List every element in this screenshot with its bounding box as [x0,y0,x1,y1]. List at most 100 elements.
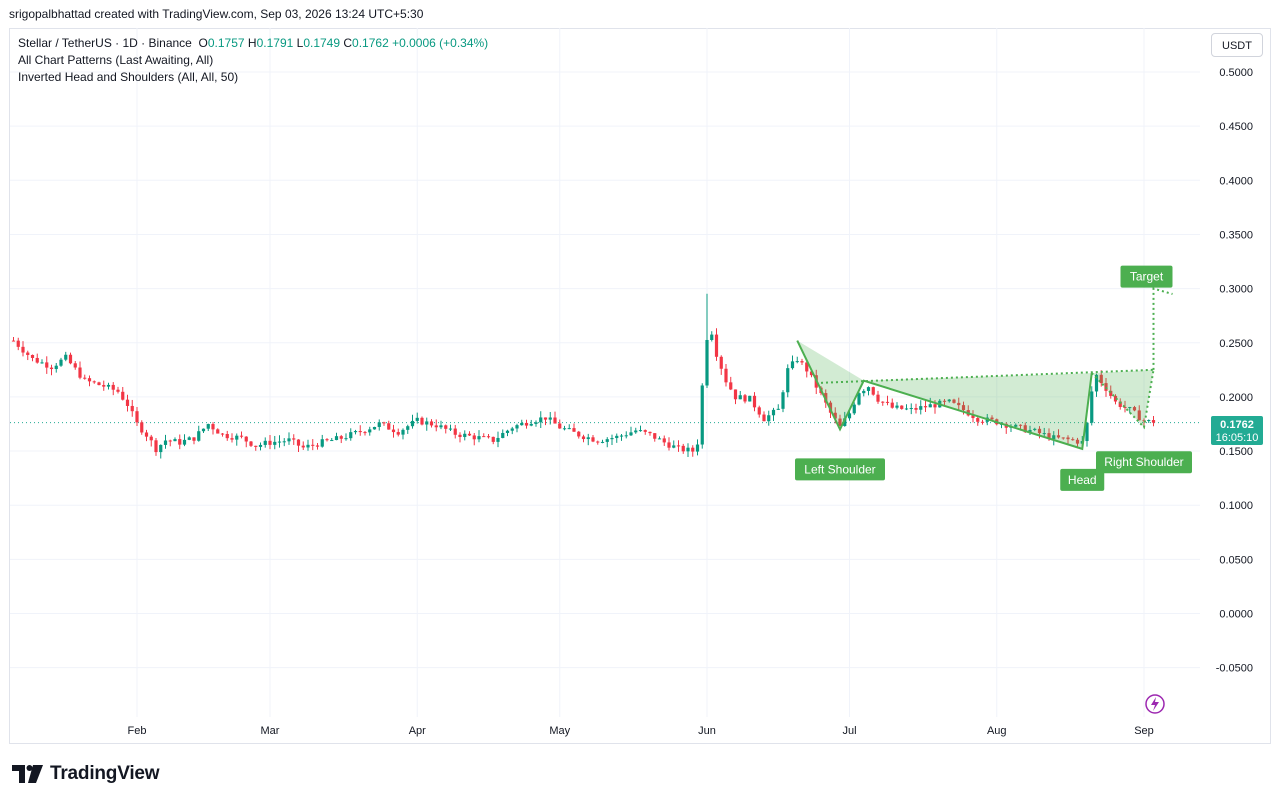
candle [710,331,714,342]
candle [629,426,633,437]
candle [847,410,852,421]
candle [87,375,92,387]
candle [719,355,723,375]
candle [448,424,453,432]
candle [382,421,386,426]
candle [97,381,101,386]
change-value: +0.0006 (+0.34%) [392,36,489,50]
candle [467,431,472,437]
candle [743,394,747,404]
candle [372,426,377,430]
current-price-tag: 0.1762 16:05:10 [1211,416,1263,445]
candle [78,361,82,380]
candle [800,358,804,366]
candle [681,443,685,454]
tradingview-logo[interactable]: TradingView [12,763,160,785]
price-tick-label: 0.4500 [1219,121,1253,133]
price-tick-label: 0.4000 [1219,175,1253,187]
candle [486,433,491,439]
pattern-label-target: Target [1120,265,1173,288]
candle [444,424,448,434]
candle [1052,431,1056,446]
candle [216,428,220,434]
svg-text:Head: Head [1068,473,1097,487]
candle [287,432,291,445]
time-axis: Feb Mar Apr May Jun Jul Aug Sep [128,725,1154,737]
candle [254,445,258,451]
candle [301,441,305,450]
candle [320,434,324,448]
candle [116,386,120,394]
candle [111,382,115,396]
candle [54,362,58,373]
candle [1056,429,1061,439]
low-label: L [296,36,304,50]
indicator-inverted-hs[interactable]: Inverted Head and Shoulders (All, All, 5… [18,70,239,84]
candle [192,437,196,445]
candle [396,428,400,437]
candle [634,427,638,434]
candle [781,390,785,413]
candle [904,404,909,411]
candle [334,432,339,441]
candle [11,336,16,342]
time-tick-label: Jul [842,725,856,737]
candle [187,436,191,441]
candle [410,414,415,429]
currency-button[interactable]: USDT [1211,33,1263,57]
neckline [820,368,1154,384]
candle [752,392,757,412]
candle [805,360,809,378]
candle [1132,405,1137,412]
candle [201,428,206,434]
indicator-chart-patterns[interactable]: All Chart Patterns (Last Awaiting, All) [18,53,214,67]
symbol-name[interactable]: Stellar / TetherUS · 1D · Binance [18,36,192,50]
candle [619,433,624,441]
high-label: H [247,36,257,50]
candle [919,400,923,415]
candle [391,424,396,438]
candle [26,350,30,361]
candle [225,430,229,441]
candle [714,328,719,361]
price-tick-label: -0.0500 [1216,663,1253,675]
candle [553,411,557,424]
candle [748,395,752,402]
chart-grid [10,28,1200,717]
candle [358,425,362,436]
candle [206,423,210,432]
candle [900,405,904,410]
candle [135,407,139,426]
time-tick-label: Aug [987,725,1007,737]
candle [871,386,875,396]
close-label: C [343,36,353,50]
candle [524,419,529,429]
candle [235,433,239,446]
ohlc-row: Stellar / TetherUS · 1D · Binance O0.175… [18,35,488,52]
inverted-head-shoulders-pattern [796,287,1173,451]
candle [695,439,700,456]
candle [311,439,315,451]
candle [401,428,405,440]
candle [482,433,486,438]
settings-icon[interactable] [1145,694,1165,714]
candle [220,432,225,437]
candle [733,389,738,405]
candle [268,434,272,450]
candle [539,411,543,428]
candle [676,440,681,452]
candle [534,420,538,427]
candle [838,414,842,427]
candle [239,431,244,439]
candle [1061,437,1065,440]
candle [705,293,709,388]
candle [472,432,476,446]
pattern-labels: Left Shoulder Head Right Shoulder Target [795,265,1192,491]
candle [1033,427,1037,432]
candle [1085,421,1089,447]
svg-text:Right Shoulder: Right Shoulder [1104,455,1183,469]
candle [857,392,861,406]
candle [159,444,163,459]
candle [1075,437,1080,448]
